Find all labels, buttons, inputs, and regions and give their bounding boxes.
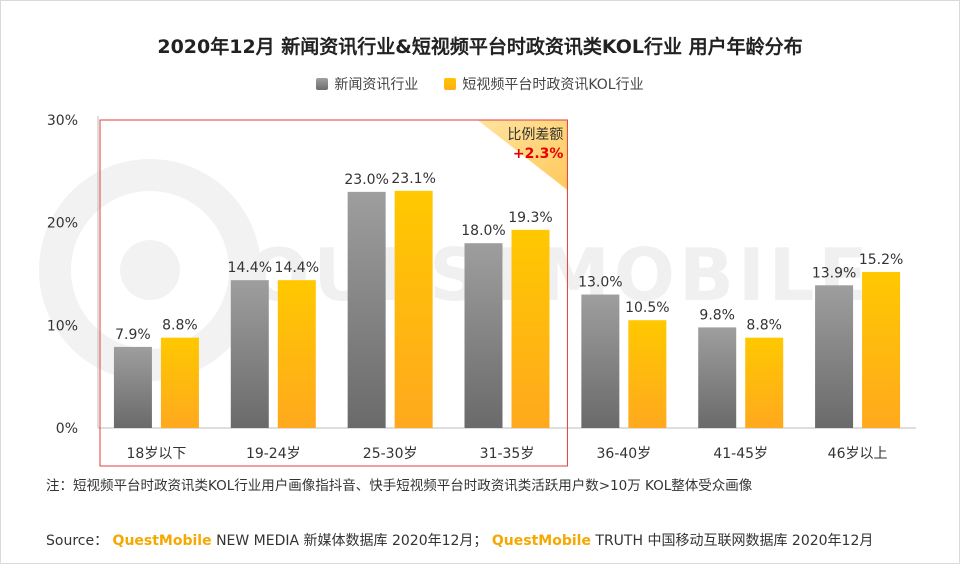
highlight-border: [99, 119, 568, 467]
bar-news: [347, 191, 386, 428]
legend-item-news: 新闻资讯行业: [316, 74, 418, 94]
bar-news: [698, 327, 737, 428]
bar-label-news: 14.4%: [228, 260, 272, 276]
bar-label-kol: 23.1%: [391, 171, 435, 187]
bar-kol: [628, 320, 667, 428]
bar-label-kol: 15.2%: [859, 252, 903, 268]
bar-news: [581, 294, 620, 428]
chart-title: 2020年12月 新闻资讯行业&短视频平台时政资讯类KOL行业 用户年龄分布: [157, 36, 803, 58]
bar-label-news: 13.9%: [812, 265, 856, 281]
source-text-1: NEW MEDIA 新媒体数据库 2020年12月；: [216, 533, 488, 549]
x-tick-label: 25-30岁: [363, 446, 418, 462]
watermark: QUESTMOBILE: [39, 159, 871, 381]
x-tick-label: 36-40岁: [597, 446, 652, 462]
source-line: Source： QuestMobile NEW MEDIA 新媒体数据库 202…: [46, 530, 873, 550]
x-tick-label: 41-45岁: [713, 446, 768, 462]
footnote: 注：短视频平台时政资讯类KOL行业用户画像指抖音、快手短视频平台时政资讯类活跃用…: [46, 478, 753, 494]
y-tick-label: 30%: [47, 113, 78, 129]
legend-swatch-kol: [444, 78, 457, 90]
highlight-corner: [477, 120, 568, 190]
bar-label-news: 23.0%: [344, 172, 388, 188]
source-brand-1: QuestMobile: [112, 533, 212, 549]
y-tick-label: 0%: [56, 421, 78, 437]
bar-label-kol: 8.8%: [746, 318, 782, 334]
x-tick-label: 18岁以下: [127, 446, 187, 462]
bar-label-news: 7.9%: [115, 327, 151, 343]
highlight-label: 比例差额: [507, 127, 563, 143]
highlight-box: 比例差额 +2.3%: [99, 119, 568, 467]
bar-kol: [394, 190, 433, 428]
legend-item-kol: 短视频平台时政资讯KOL行业: [444, 74, 644, 94]
bar-label-kol: 10.5%: [625, 300, 669, 316]
legend-label-news: 新闻资讯行业: [334, 77, 419, 93]
bar-kol: [511, 229, 550, 428]
bar-kol: [862, 271, 901, 428]
source-brand-2: QuestMobile: [491, 533, 591, 549]
x-tick-label: 19-24岁: [246, 446, 301, 462]
watermark-text: QUESTMOBILE: [248, 233, 871, 317]
bar-news: [464, 243, 503, 428]
bar-news: [230, 280, 269, 428]
bar-label-news: 18.0%: [461, 223, 505, 239]
x-tick-label: 46岁以上: [828, 446, 888, 462]
y-tick-label: 20%: [47, 216, 78, 232]
source-text-2: TRUTH 中国移动互联网数据库 2020年12月: [595, 533, 874, 549]
bar-news: [113, 346, 152, 428]
legend-swatch-news: [316, 78, 329, 90]
bar-label-kol: 19.3%: [508, 210, 552, 226]
bar-kol: [277, 280, 316, 428]
watermark-dot: [120, 240, 180, 300]
source-prefix: Source：: [46, 533, 109, 549]
bar-label-news: 9.8%: [699, 307, 735, 323]
bar-label-kol: 14.4%: [275, 260, 319, 276]
highlight-value: +2.3%: [513, 146, 564, 162]
y-tick-label: 10%: [47, 318, 78, 334]
x-tick-label: 31-35岁: [480, 446, 535, 462]
bar-label-news: 13.0%: [578, 275, 622, 291]
bars: 7.9% 8.8% 14.4% 14.4% 23.0% 23.1% 18.0%19.3% 13…: [113, 171, 903, 428]
bar-news: [815, 285, 854, 428]
bar-label-kol: 8.8%: [162, 318, 198, 334]
legend: 新闻资讯行业 短视频平台时政资讯KOL行业: [0, 74, 960, 94]
bar-kol: [160, 337, 199, 428]
bar-kol: [745, 337, 784, 428]
legend-label-kol: 短视频平台时政资讯KOL行业: [462, 77, 644, 93]
